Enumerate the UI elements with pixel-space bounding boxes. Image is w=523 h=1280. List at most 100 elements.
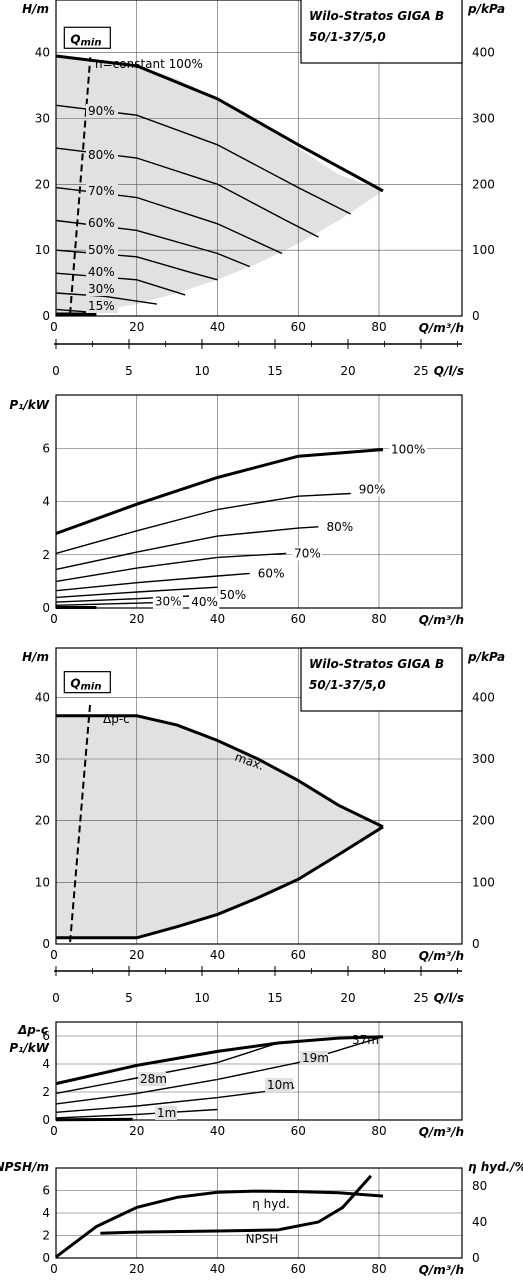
axis2-tick-label: 20	[340, 991, 355, 1005]
series-label-bg	[86, 216, 118, 230]
hq2-y2-tick-label: 300	[472, 752, 495, 766]
hq2-y2-tick-label: 100	[472, 875, 495, 889]
axis1-tick-label: 10	[194, 364, 209, 378]
hq-title: Wilo-Stratos GIGA B	[309, 9, 444, 23]
p2-y-axis-label: P₁/kW	[9, 1041, 49, 1055]
hq-y2-axis-label: p/kPa	[467, 2, 505, 16]
p2-frame	[55, 1021, 463, 1121]
npsh-frame	[55, 1167, 463, 1259]
series-label-bg	[86, 148, 118, 162]
hq-x-axis-label: Q/m³/h	[419, 321, 464, 335]
npsh-series-line	[55, 1189, 384, 1259]
series-label: 100%	[391, 443, 425, 457]
hq-y2-tick-label: 300	[472, 112, 495, 126]
hq2-qmin-box	[63, 671, 111, 694]
series-label-bg	[292, 546, 323, 561]
hq-y-tick-label: 20	[35, 177, 50, 191]
series-label: 80%	[326, 520, 353, 534]
p1-y-tick-label: 0	[42, 601, 50, 615]
p2-series-line	[55, 1108, 218, 1119]
npsh-y2-tick-label: 40	[472, 1215, 487, 1229]
axis2-tick-label: 10	[194, 991, 209, 1005]
hq-series-line	[55, 292, 158, 305]
axis2-tick-label: 0	[52, 991, 60, 1005]
hq-y-axis-label: H/m	[22, 2, 49, 16]
series-label: 40%	[88, 265, 115, 279]
hq2-y-tick-label: 20	[35, 814, 50, 828]
hq2-title-box	[300, 647, 463, 712]
series-label-bg	[356, 482, 387, 497]
axis2-axis-label: Q/l/s	[434, 991, 464, 1005]
hq2-qmin-label: Qmin	[70, 677, 101, 693]
p1-series-line	[55, 602, 153, 606]
hq-y2-tick-label: 400	[472, 46, 495, 60]
series-label: 50%	[88, 243, 115, 257]
p2-y-tick-label: 4	[42, 1057, 50, 1071]
series-label: η hyd.	[252, 1197, 290, 1211]
hq2-mode-label: Δp-c	[103, 712, 130, 726]
p2-series-line	[55, 1036, 384, 1105]
p1-x-tick-label: 40	[210, 612, 225, 626]
series-label: 19m	[302, 1051, 329, 1065]
npsh-y2-axis-label: η hyd./%	[468, 1160, 523, 1174]
p1-y-tick-label: 4	[42, 495, 50, 509]
p2-x-tick-label: 20	[129, 1124, 144, 1138]
p1-series-line	[55, 586, 218, 599]
npsh-y-tick-label: 2	[42, 1229, 50, 1243]
npsh-y-axis-label: NPSH/m	[0, 1160, 49, 1174]
axis2-tick-label: 5	[125, 991, 133, 1005]
series-label: 70%	[88, 184, 115, 198]
p1-series-line	[55, 526, 319, 571]
hq2-series-line	[56, 825, 384, 940]
hq2-operating-area	[56, 715, 383, 938]
series-label-bg	[86, 282, 118, 296]
series-label-bg	[300, 1051, 328, 1065]
p1-frame	[55, 394, 463, 609]
hq2-x-tick-label: 60	[291, 948, 306, 962]
series-label-bg	[255, 566, 286, 581]
axis1-tick-label: 5	[125, 364, 133, 378]
hq-y-tick-label: 30	[35, 112, 50, 126]
npsh-x-tick-label: 40	[210, 1262, 225, 1276]
hq2-y-tick-label: 0	[42, 937, 50, 951]
hq-series-line	[55, 54, 384, 193]
hq2-y2-tick-label: 200	[472, 814, 495, 828]
p2-series-line	[55, 1087, 295, 1113]
hq-qmin-box	[63, 26, 111, 49]
npsh-y2-tick-label: 80	[472, 1179, 487, 1193]
p2-series-line	[55, 1042, 279, 1095]
series-label-bg	[86, 265, 118, 279]
npsh-y-tick-label: 6	[42, 1184, 50, 1198]
hq2-title: Wilo-Stratos GIGA B	[309, 657, 444, 671]
npsh-x-tick-label: 0	[50, 1262, 58, 1276]
hq-y-tick-label: 10	[35, 243, 50, 257]
p1-x-axis-label: Q/m³/h	[419, 613, 464, 627]
hq2-subtitle: 50/1-37/5,0	[309, 678, 386, 692]
axis2-tick-label: 15	[267, 991, 282, 1005]
npsh-series-line	[100, 1174, 373, 1235]
series-label: 1m	[157, 1106, 176, 1120]
series-label-bg	[324, 519, 355, 534]
hq2-x-tick-label: 80	[371, 948, 386, 962]
hq2-y-axis-label: H/m	[22, 650, 49, 664]
hq-qmin-line	[69, 57, 92, 315]
p2-y-tick-label: 6	[42, 1029, 50, 1043]
axis1-tick-label: 20	[340, 364, 355, 378]
hq-x-tick-label: 0	[50, 320, 58, 334]
series-label: 60%	[88, 216, 115, 230]
series-label-bg	[86, 243, 118, 257]
p2-y-axis-label-top: Δp-c	[17, 1023, 48, 1037]
p2-x-axis-label: Q/m³/h	[419, 1125, 464, 1139]
hq2-frame	[55, 647, 463, 945]
npsh-y2-tick-label: 0	[472, 1251, 480, 1265]
hq2-y2-axis-label: p/kPa	[467, 650, 505, 664]
axis2-tick-label: 25	[413, 991, 428, 1005]
p1-y-tick-label: 2	[42, 548, 50, 562]
axis1-tick-label: 25	[413, 364, 428, 378]
hq-x-tick-label: 40	[210, 320, 225, 334]
series-label: 30%	[88, 282, 115, 296]
series-label-bg	[138, 1072, 166, 1086]
hq2-y2-tick-label: 400	[472, 690, 495, 704]
hq-x-tick-label: 20	[129, 320, 144, 334]
